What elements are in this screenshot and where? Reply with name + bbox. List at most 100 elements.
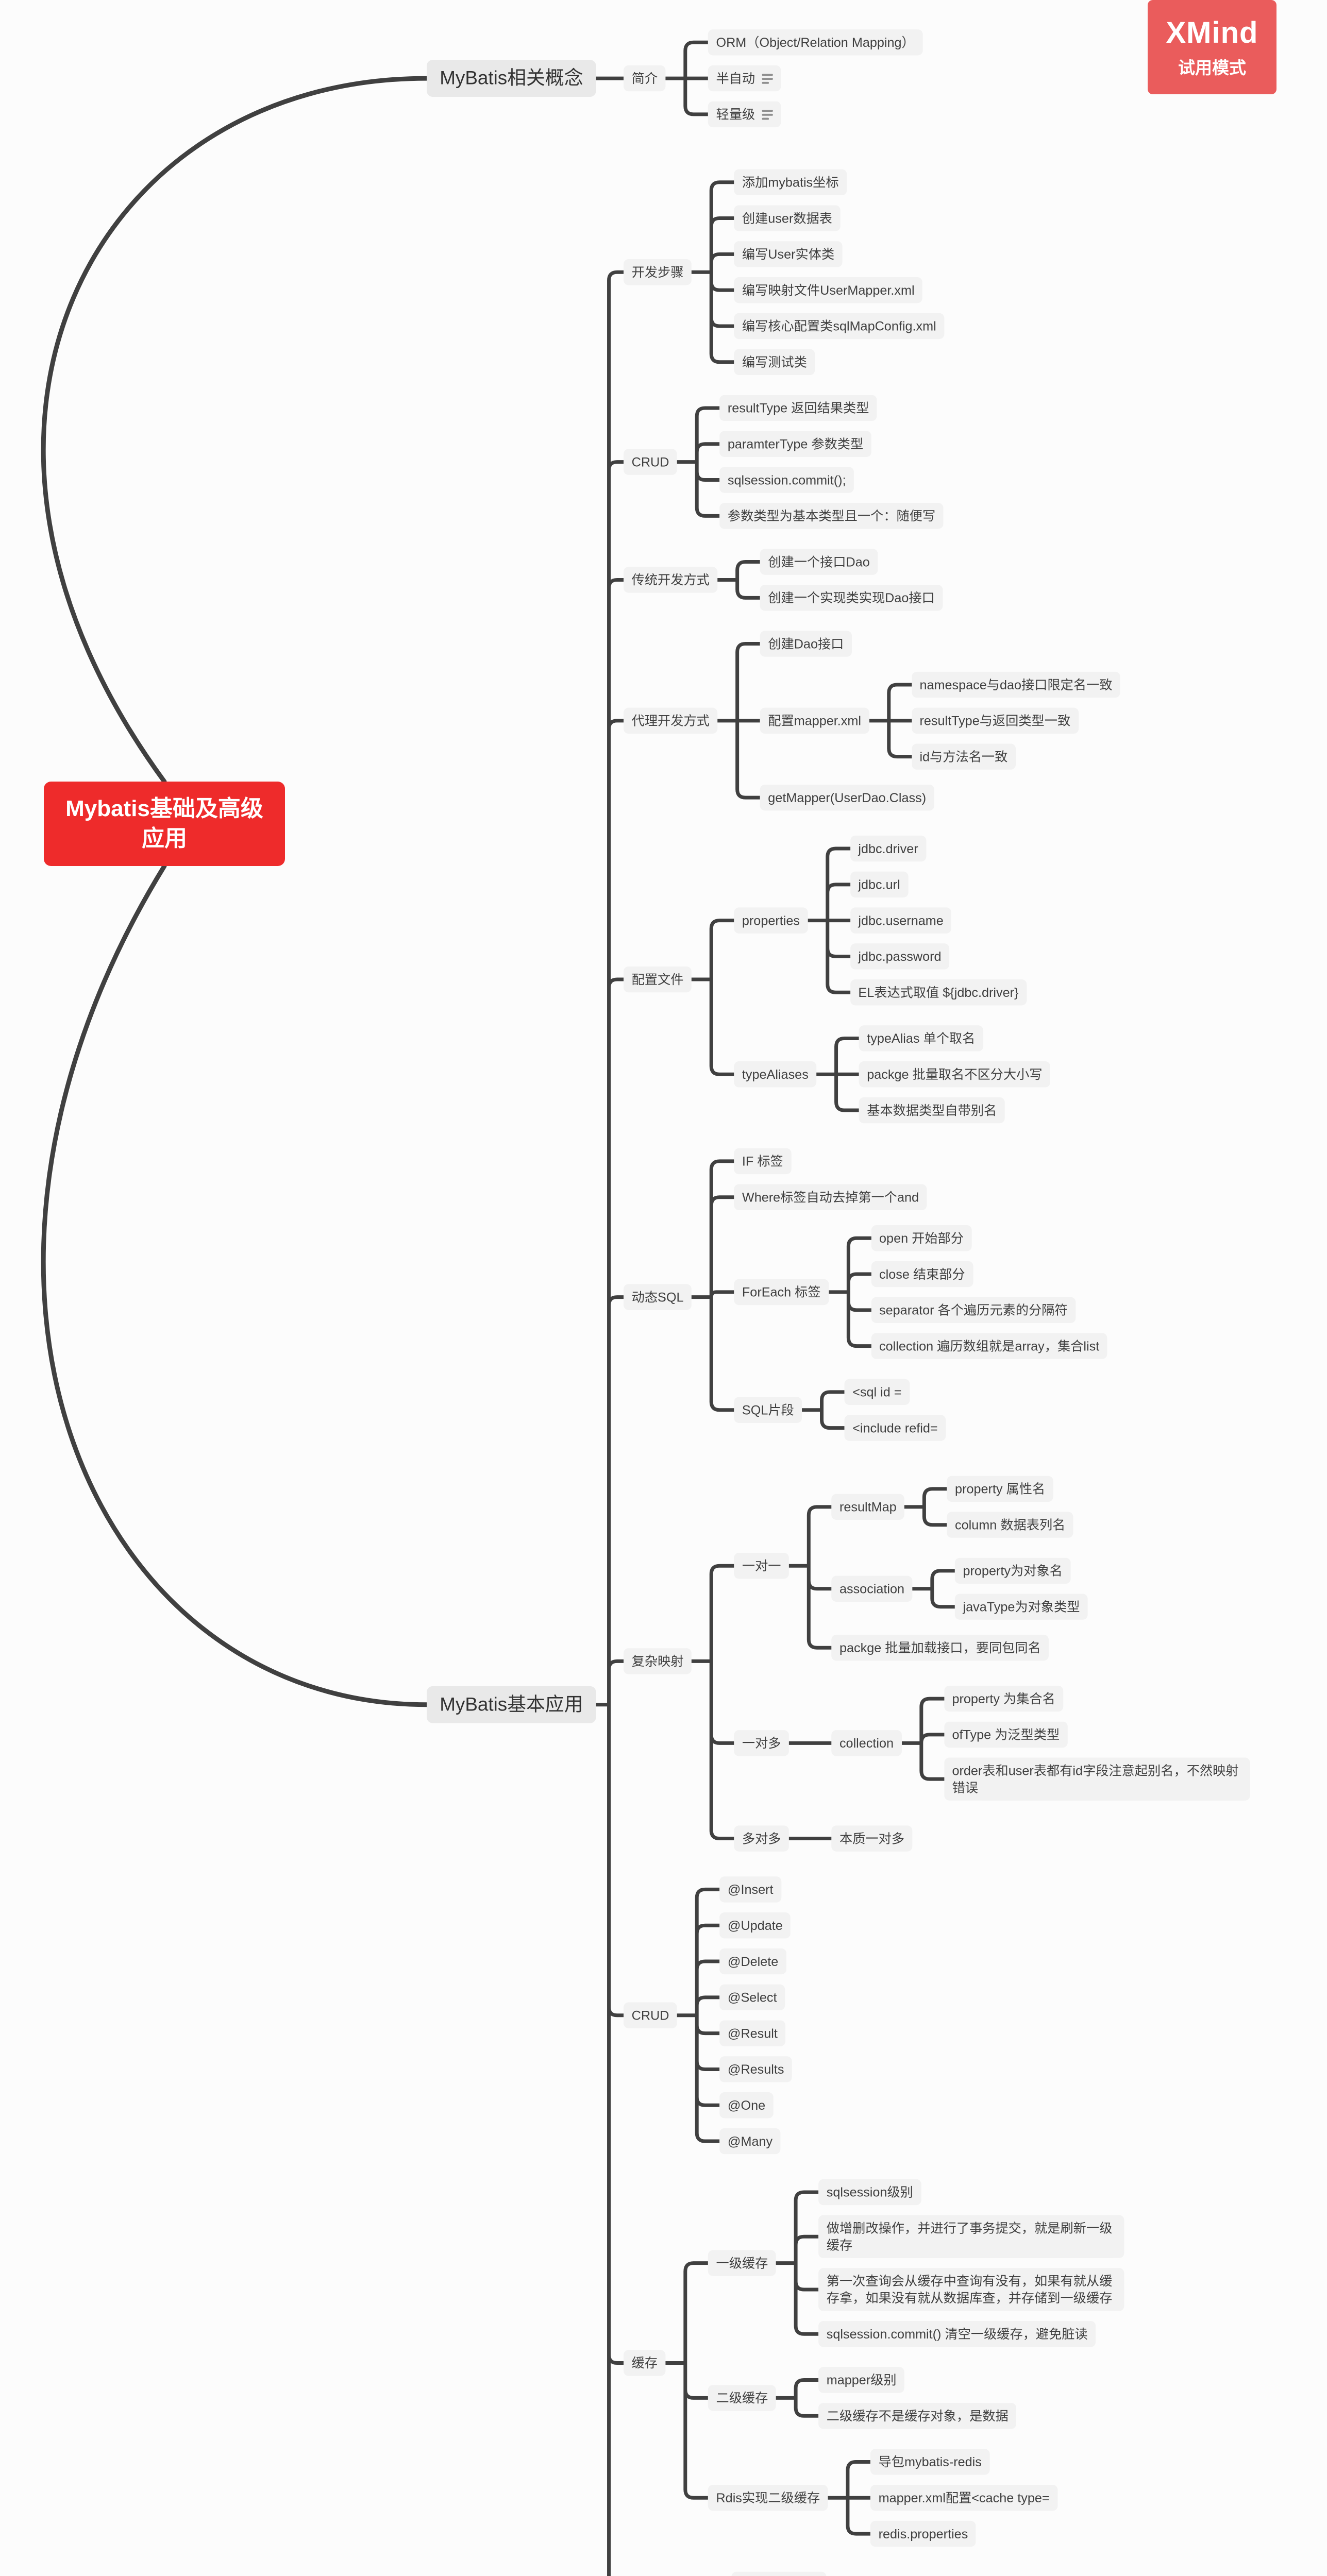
subtopic[interactable]: 第一次查询会从缓存中查询有没有，如果有就从缓存拿，如果没有就从数据库查，并存储到… (818, 2268, 1124, 2311)
subtopic[interactable]: @Many (719, 2128, 781, 2155)
subtopic[interactable]: Rdis实现二级缓存 (708, 2485, 828, 2511)
subtopic[interactable]: property为对象名 (954, 1557, 1071, 1584)
subtopic[interactable]: property 为集合名 (944, 1685, 1064, 1712)
topic-branch: IF 标签 (734, 1148, 1107, 1175)
subtopic[interactable]: collection (831, 1730, 902, 1756)
subtopic[interactable]: jdbc.username (850, 907, 952, 934)
subtopic[interactable]: namespace与dao接口限定名一致 (911, 671, 1120, 698)
subtopic[interactable]: close 结束部分 (871, 1261, 973, 1287)
subtopic[interactable]: open 开始部分 (871, 1225, 972, 1251)
subtopic[interactable]: property 属性名 (947, 1476, 1053, 1502)
subtopic[interactable]: 一级缓存 (708, 2250, 776, 2276)
subtopic[interactable]: 创建Dao接口 (760, 631, 852, 657)
subtopic[interactable]: 一对多 (734, 1730, 790, 1756)
subtopic[interactable]: 本质一对多 (831, 1825, 913, 1852)
subtopic[interactable]: jdbc.driver (850, 835, 927, 862)
subtopic[interactable]: resultType 返回结果类型 (719, 395, 877, 421)
subtopic[interactable]: <sql id = (844, 1379, 910, 1405)
subtopic[interactable]: Where标签自动去掉第一个and (734, 1184, 927, 1210)
subtopic[interactable]: CRUD (624, 2002, 677, 2028)
subtopic[interactable]: @Result (719, 2020, 786, 2046)
subtopic[interactable]: 代理开发方式 (624, 707, 718, 734)
subtopic[interactable]: @Select (719, 1984, 785, 2011)
topic-label: 编写User实体类 (742, 246, 835, 262)
subtopic[interactable]: cglib动态代理 (731, 2571, 827, 2576)
subtopic[interactable]: @Results (719, 2056, 793, 2082)
subtopic[interactable]: collection 遍历数组就是array，集合list (871, 1333, 1107, 1359)
subtopic[interactable]: 做增删改操作，并进行了事务提交，就是刷新一级缓存 (818, 2215, 1124, 2258)
subtopic[interactable]: CRUD (624, 449, 677, 475)
subtopic[interactable]: paramterType 参数类型 (719, 431, 871, 457)
subtopic[interactable]: getMapper(UserDao.Class) (760, 784, 934, 811)
subtopic[interactable]: association (831, 1575, 913, 1602)
subtopic[interactable]: jdbc.password (850, 943, 950, 970)
subtopic[interactable]: sqlsession.commit() 清空一级缓存，避免脏读 (818, 2321, 1096, 2347)
central-topic[interactable]: Mybatis基础及高级应用 (44, 782, 285, 866)
subtopic[interactable]: mapper级别 (818, 2367, 905, 2393)
topic-label: 一级缓存 (716, 2256, 768, 2271)
subtopic[interactable]: jdbc.url (850, 871, 909, 898)
subtopic[interactable]: SQL片段 (734, 1397, 802, 1423)
subtopic[interactable]: packge 批量加载接口，要同包同名 (831, 1635, 1049, 1661)
subtopic[interactable]: @One (719, 2092, 774, 2119)
subtopic[interactable]: 多对多 (734, 1825, 790, 1852)
subtopic[interactable]: 动态SQL (624, 1284, 692, 1310)
subtopic[interactable]: 配置文件 (624, 966, 692, 993)
topic-branch: Rdis实现二级缓存 导包mybatis-redis mapper.xml配置<ca… (708, 2444, 1124, 2552)
subtopic[interactable]: IF 标签 (734, 1148, 792, 1175)
subtopic[interactable]: <include refid= (844, 1415, 946, 1441)
subtopic[interactable]: id与方法名一致 (911, 743, 1016, 770)
subtopic[interactable]: ForEach 标签 (734, 1279, 829, 1306)
subtopic[interactable]: 添加mybatis坐标 (734, 169, 847, 195)
subtopic[interactable]: redis.properties (870, 2520, 976, 2547)
subtopic[interactable]: 编写测试类 (734, 349, 815, 375)
subtopic[interactable]: 创建user数据表 (734, 205, 841, 231)
subtopic[interactable]: sqlsession.commit(); (719, 467, 854, 493)
subtopic[interactable]: 缓存 (624, 2350, 666, 2376)
subtopic[interactable]: ofType 为泛型类型 (944, 1721, 1068, 1748)
subtopic[interactable]: typeAliases (734, 1061, 817, 1088)
topic-branch: 复杂映射 一对一 resultMap property 属性名 column 数据表列名… (624, 1461, 1300, 1862)
subtopic[interactable]: javaType为对象类型 (954, 1594, 1088, 1620)
subtopic[interactable]: mapper.xml配置<cache type= (870, 2485, 1058, 2511)
subtopic[interactable]: 导包mybatis-redis (870, 2449, 990, 2475)
subtopic[interactable]: resultType与返回类型一致 (911, 707, 1079, 734)
subtopic[interactable]: 编写User实体类 (734, 241, 843, 267)
subtopic[interactable]: resultMap (831, 1494, 905, 1520)
subtopic[interactable]: 复杂映射 (624, 1648, 692, 1674)
subtopic[interactable]: sqlsession级别 (818, 2179, 921, 2206)
subtopic[interactable]: 编写核心配置类sqlMapConfig.xml (734, 313, 945, 340)
subtopic[interactable]: properties (734, 907, 808, 934)
subtopic[interactable]: 参数类型为基本类型且一个：随便写 (719, 503, 944, 529)
topic-label: ForEach 标签 (742, 1284, 821, 1300)
topic-label: IF 标签 (742, 1154, 783, 1169)
subtopic[interactable]: 简介 (624, 65, 666, 92)
subtopic[interactable]: 二级缓存 (708, 2385, 776, 2411)
subtopic[interactable]: 创建一个实现类实现Dao接口 (760, 585, 943, 611)
subtopic[interactable]: 编写映射文件UserMapper.xml (734, 277, 923, 303)
topic-label: collection 遍历数组就是array，集合list (879, 1338, 1100, 1354)
main-topic[interactable]: MyBatis基本应用 (427, 1686, 596, 1723)
subtopic[interactable]: packge 批量取名不区分大小写 (859, 1061, 1051, 1088)
topic-children: 一级缓存 sqlsession级别做增删改操作，并进行了事务提交，就是刷新一级缓存… (708, 2169, 1124, 2556)
subtopic[interactable]: separator 各个遍历元素的分隔符 (871, 1297, 1076, 1324)
subtopic[interactable]: ORM（Object/Relation Mapping） (708, 29, 923, 56)
subtopic[interactable]: @Delete (719, 1948, 786, 1975)
subtopic[interactable]: EL表达式取值 ${jdbc.driver} (850, 979, 1027, 1006)
main-topic[interactable]: MyBatis相关概念 (427, 60, 596, 97)
subtopic[interactable]: 传统开发方式 (624, 567, 718, 593)
subtopic[interactable]: 创建一个接口Dao (760, 549, 878, 575)
subtopic[interactable]: 基本数据类型自带别名 (859, 1097, 1005, 1124)
subtopic[interactable]: typeAlias 单个取名 (859, 1025, 983, 1052)
subtopic[interactable]: 轻量级 (708, 101, 781, 128)
subtopic[interactable]: 一对一 (734, 1553, 790, 1579)
subtopic[interactable]: 二级缓存不是缓存对象，是数据 (818, 2403, 1017, 2429)
subtopic[interactable]: order表和user表都有id字段注意起别名，不然映射错误 (944, 1757, 1250, 1801)
subtopic[interactable]: 开发步骤 (624, 259, 692, 285)
subtopic[interactable]: @Update (719, 1912, 791, 1939)
subtopic[interactable]: 半自动 (708, 65, 781, 92)
subtopic[interactable]: 配置mapper.xml (760, 707, 869, 734)
subtopic[interactable]: @Insert (719, 1876, 782, 1903)
topic-label: 创建一个接口Dao (768, 554, 870, 570)
subtopic[interactable]: column 数据表列名 (947, 1512, 1073, 1538)
